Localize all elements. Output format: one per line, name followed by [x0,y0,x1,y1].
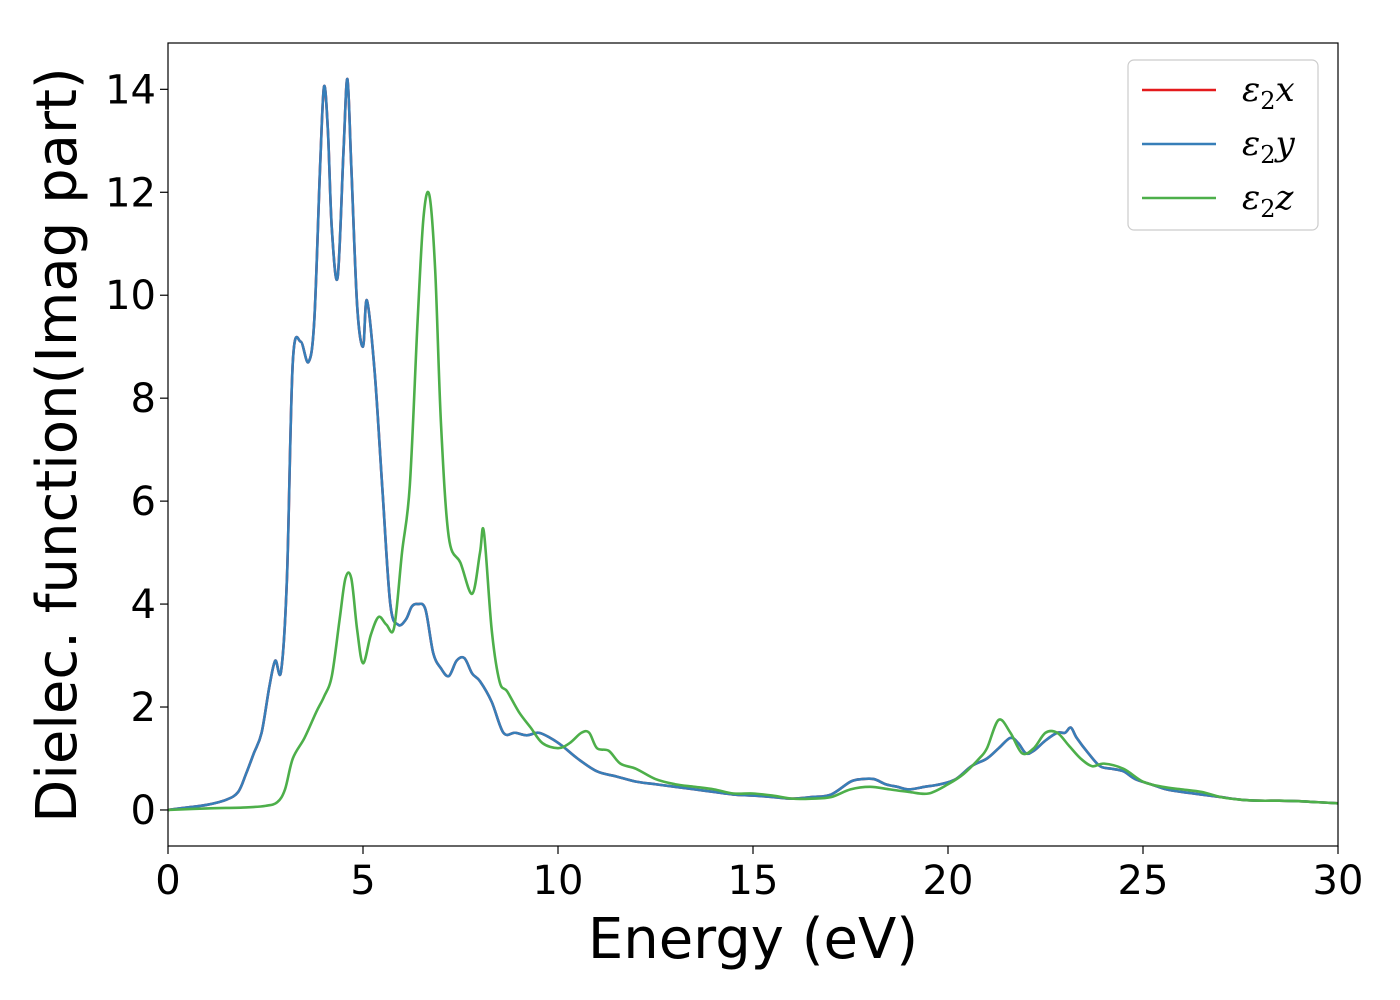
legend-label-y: ε2y [1242,124,1296,169]
y-axis-title: Dielec. function(Imag part) [25,67,90,823]
x-tick-label: 25 [1118,858,1169,904]
y-tick-label: 2 [131,685,156,731]
series-line-y [167,77,1339,812]
y-axis: 0 2 4 6 8 10 12 14 [105,67,168,834]
legend-label-z: ε2z [1242,178,1295,223]
y-tick-label: 12 [105,170,156,216]
x-tick-label: 30 [1313,858,1364,904]
y-tick-label: 14 [105,67,156,113]
series-layer [167,77,1339,812]
legend: ε2x ε2y ε2z [1127,59,1319,231]
x-tick-label: 0 [155,858,180,904]
y-tick-label: 8 [131,376,156,422]
series-line-z [167,190,1339,812]
y-tick-label: 6 [131,479,156,525]
x-tick-label: 5 [350,858,375,904]
x-tick-label: 20 [923,858,974,904]
y-tick-label: 0 [131,788,156,834]
x-axis-title: Energy (eV) [588,907,918,972]
x-tick-label: 15 [728,858,779,904]
y-tick-label: 10 [105,273,156,319]
y-tick-label: 4 [131,582,156,628]
x-tick-label: 10 [533,858,584,904]
legend-label-x: ε2x [1242,70,1295,115]
x-axis: 0 5 10 15 20 25 30 [155,846,1363,904]
legend-frame [1127,59,1319,231]
